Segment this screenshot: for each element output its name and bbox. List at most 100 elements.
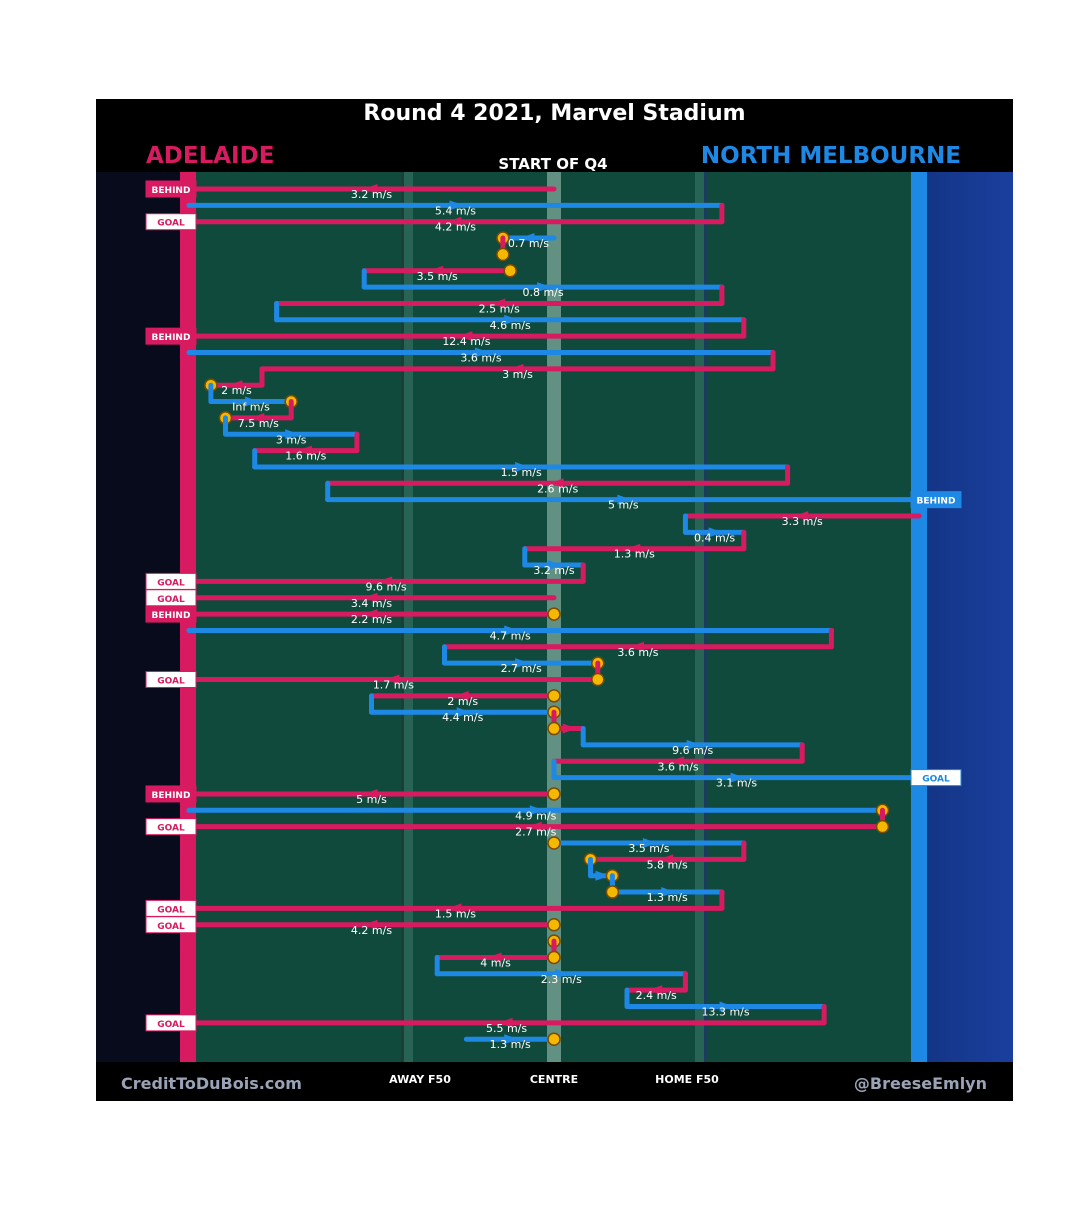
chain-arrow (659, 854, 674, 865)
chain-arrow (670, 756, 685, 767)
score-label: GOAL (157, 595, 185, 605)
ball-up-marker (547, 607, 561, 621)
score-label: GOAL (157, 824, 185, 834)
speed-label: 0.8 m/s (522, 286, 563, 299)
ball-up-marker (503, 264, 517, 278)
ball-up-marker (547, 950, 561, 965)
score-label: GOAL (157, 905, 185, 915)
chain-arrow (498, 1017, 513, 1028)
chain-arrow (385, 674, 400, 685)
away-f50-edge (401, 172, 404, 1062)
chain-arrow (555, 968, 570, 979)
speed-label: 5 m/s (608, 499, 639, 512)
speed-label: 2.6 m/s (537, 482, 578, 495)
ball-up-marker (547, 787, 561, 801)
speed-label: 5.4 m/s (435, 204, 476, 217)
chain-arrow (449, 200, 464, 211)
chain-chart: 3.2 m/s BEHIND 5.4 m/s 4.2 m/s GOAL 0.7 m/s 3.… (96, 99, 1013, 1101)
score-label: GOAL (922, 775, 950, 785)
speed-label: 3.4 m/s (351, 597, 392, 610)
chain-arrow (648, 985, 663, 996)
speed-label: 3.2 m/s (533, 564, 574, 577)
score-badge (910, 491, 962, 509)
score-label: GOAL (157, 677, 185, 687)
speed-label: 4.6 m/s (490, 319, 531, 332)
score-label: BEHIND (152, 186, 191, 196)
score-label: BEHIND (152, 333, 191, 343)
chain-arrow (363, 592, 378, 603)
quarter-label: START OF Q4 (498, 155, 608, 173)
home-f50-edge (704, 172, 707, 1062)
speed-label: 2.2 m/s (351, 613, 392, 626)
chain-arrow (250, 412, 265, 423)
score-badge (145, 1014, 197, 1032)
speed-label: 3.5 m/s (628, 842, 669, 855)
chain-arrow (504, 1034, 519, 1045)
chain-arrow (719, 1001, 734, 1012)
speed-label: 4.2 m/s (351, 924, 392, 937)
chain-arrow (378, 576, 393, 587)
footer-band (96, 1062, 1013, 1101)
speed-label: 9.6 m/s (366, 580, 407, 593)
speed-label: 13.3 m/s (701, 1006, 749, 1019)
speed-label: 2.7 m/s (515, 826, 556, 839)
speed-label: 1.7 m/s (373, 679, 414, 692)
north-goal-post (911, 172, 927, 1062)
ball-up-marker (496, 247, 510, 262)
zone-label-home: HOME F50 (655, 1073, 719, 1086)
speed-label: 3.1 m/s (716, 777, 757, 790)
score-label: BEHIND (152, 611, 191, 621)
speed-label: 2.3 m/s (541, 973, 582, 986)
score-label: BEHIND (152, 791, 191, 801)
ball-up-marker (547, 721, 561, 736)
speed-label: Inf m/s (232, 401, 270, 414)
speed-label: 1.5 m/s (435, 907, 476, 920)
chain-arrow (629, 641, 644, 652)
chain-arrow (475, 347, 489, 358)
ball-up-marker (591, 672, 605, 687)
speed-label: 3.5 m/s (417, 270, 458, 283)
chain-arrow (529, 805, 544, 816)
chain-arrow (228, 380, 243, 391)
speed-label: 4 m/s (480, 956, 511, 969)
chain-arrow (447, 216, 462, 227)
speed-label: 3.6 m/s (460, 352, 501, 365)
chart-frame: 3.2 m/s BEHIND 5.4 m/s 4.2 m/s GOAL 0.7 m/s 3.… (96, 99, 1013, 1101)
speed-label: 3 m/s (276, 433, 307, 446)
speed-label: 3.3 m/s (782, 515, 823, 528)
speed-label: 1.5 m/s (501, 466, 542, 479)
score-label: BEHIND (917, 497, 956, 507)
speed-label: 7.5 m/s (238, 417, 279, 430)
score-badge (145, 180, 197, 198)
score-label: GOAL (157, 1020, 185, 1030)
chain-arrow (537, 282, 552, 293)
chain-arrow (515, 461, 530, 472)
chain-arrow (686, 739, 701, 750)
chain-arrow (515, 658, 530, 669)
speed-label: 1.3 m/s (490, 1038, 531, 1051)
speed-label: 1.3 m/s (647, 891, 688, 904)
speed-label: 5.8 m/s (647, 858, 688, 871)
speed-label: 2.7 m/s (501, 662, 542, 675)
away-f50-line (403, 172, 413, 1062)
speed-label: 2.5 m/s (479, 302, 520, 315)
score-badge (145, 213, 197, 231)
speed-label: 3.2 m/s (351, 188, 392, 201)
credit-left: CreditToDuBois.com (121, 1074, 302, 1093)
speed-label: 9.6 m/s (672, 744, 713, 757)
home-f50-line (695, 172, 705, 1062)
score-badge (145, 605, 197, 623)
speed-label: 12.4 m/s (442, 335, 490, 348)
chart-title: Round 4 2021, Marvel Stadium (363, 101, 746, 126)
chain-arrow (548, 560, 562, 571)
speed-label: 4.7 m/s (490, 629, 531, 642)
chain-arrow (297, 445, 312, 456)
chain-arrow (456, 707, 471, 718)
chain-arrow (626, 543, 641, 554)
chain-arrow (454, 690, 469, 701)
score-label: GOAL (157, 578, 185, 588)
chain-arrow (363, 788, 378, 799)
ball-up-marker (547, 689, 561, 703)
speed-label: 0.4 m/s (694, 531, 735, 544)
speed-label: 3 m/s (502, 368, 533, 381)
